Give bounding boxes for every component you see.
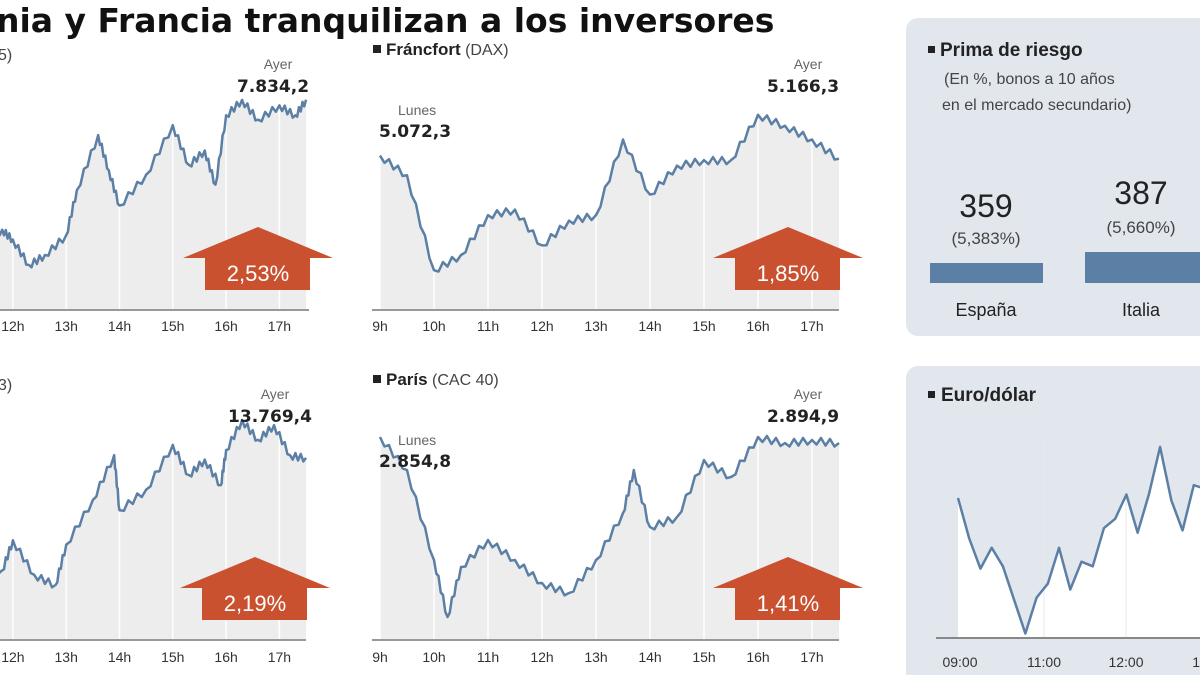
risk-premium-subtitle-1: (En %, bonos a 10 años [944,71,1115,88]
change-percent: 2,53% [227,261,289,286]
area-fill [380,436,839,640]
start-caption: Lunes [398,432,436,448]
market-name: Fráncfort [386,40,461,59]
end-value: 7.834,2 [237,77,309,97]
chart-frankfurt: 9h 10h 11h 12h 13h 14h 15h 16h 17h Fráncfort (DAX… [372,40,863,334]
bar-italy [1085,252,1200,283]
x-tick-label: 11:00 [1027,654,1061,670]
up-arrow-icon [713,557,863,620]
chart-top-left: 12h 13h 14h 15h 16h 17h 5) Ayer 7.834,2 2,53% [0,47,333,334]
index-name: (CAC 40) [428,372,499,389]
x-tick-label: 13h [55,318,78,334]
end-value: 13.769,4 [228,407,312,427]
start-value: 2.854,8 [379,452,451,472]
series-line [0,98,308,269]
spain-premium: 359 [959,188,1012,224]
up-arrow-icon [183,227,333,290]
x-tick-label: 9h [372,318,388,334]
x-tick-label: 12h [1,318,24,334]
chart-paris: 9h 10h 11h 12h 13h 14h 15h 16h 17h París (CAC 40)… [372,370,863,665]
series-line [0,418,308,589]
bullet-icon [928,46,935,53]
x-tick-label: 09:00 [942,654,977,670]
area-fill [380,114,839,310]
end-caption: Ayer [794,56,823,72]
x-tick-label: 14h [638,318,661,334]
x-tick-label: 11h [477,649,499,665]
chart-title-fragment: 3) [0,377,12,394]
x-tick-label: 15h [692,318,715,334]
bullet-icon [373,375,381,383]
label-spain: España [955,300,1017,320]
series-line [956,445,1200,635]
series-line [378,434,840,619]
up-arrow-icon [713,227,863,290]
label-italy: Italia [1122,300,1161,320]
bullet-icon [373,45,381,53]
x-tick-label: 16h [746,649,769,665]
x-tick-label: 12:00 [1108,654,1143,670]
x-tick-label: 10h [422,318,445,334]
series-line [378,113,840,273]
x-tick-label: 15 [1192,654,1200,670]
x-tick-label: 14h [108,318,131,334]
chart-bottom-left: 12h 13h 14h 15h 16h 17h 3) Ayer 13.769,4 2,19% [0,377,330,665]
headline: nia y Francia tranquilizan a los inverso… [0,1,774,40]
up-arrow-icon [180,557,330,620]
x-tick-label: 13h [55,649,78,665]
area-fill [958,446,1200,637]
bullet-icon [928,391,935,398]
change-percent: 1,41% [757,591,819,616]
x-tick-label: 17h [800,649,823,665]
x-tick-label: 12h [1,649,24,665]
x-tick-label: 16h [214,649,237,665]
x-tick-label: 15h [161,318,184,334]
x-tick-label: 12h [530,649,553,665]
x-tick-label: 15h [692,649,715,665]
euro-dollar-title: Euro/dólar [941,385,1037,406]
change-percent: 2,19% [224,591,286,616]
x-tick-label: 11h [477,318,499,334]
end-value: 5.166,3 [767,77,839,97]
x-tick-label: 10h [422,649,445,665]
x-tick-label: 14h [108,649,131,665]
risk-premium-title: Prima de riesgo [940,40,1083,61]
x-tick-label: 16h [746,318,769,334]
italy-premium: 387 [1114,175,1167,211]
x-tick-label: 12h [530,318,553,334]
chart-title-fragment: 5) [0,47,12,64]
start-value: 5.072,3 [379,122,451,142]
chart-title: Fráncfort (DAX) [386,40,509,59]
x-tick-label: 17h [268,318,291,334]
x-tick-label: 15h [161,649,184,665]
change-percent: 1,85% [757,261,819,286]
x-tick-label: 13h [584,649,607,665]
x-tick-label: 16h [214,318,237,334]
risk-premium-subtitle-2: en el mercado secundario) [942,97,1131,114]
chart-title: París (CAC 40) [386,370,499,389]
spain-yield: (5,383%) [952,229,1021,248]
x-tick-label: 14h [638,649,661,665]
end-caption: Ayer [264,56,293,72]
x-tick-label: 13h [584,318,607,334]
end-value: 2.894,9 [767,407,839,427]
index-name: (DAX) [461,42,509,59]
x-tick-label: 17h [800,318,823,334]
bar-spain [930,263,1043,283]
euro-dollar-chart: 09:00 11:00 12:00 15 [936,440,1200,670]
italy-yield: (5,660%) [1107,218,1176,237]
end-caption: Ayer [261,386,290,402]
market-name: París [386,370,428,389]
x-tick-label: 9h [372,649,388,665]
x-tick-label: 17h [268,649,291,665]
start-caption: Lunes [398,102,436,118]
end-caption: Ayer [794,386,823,402]
